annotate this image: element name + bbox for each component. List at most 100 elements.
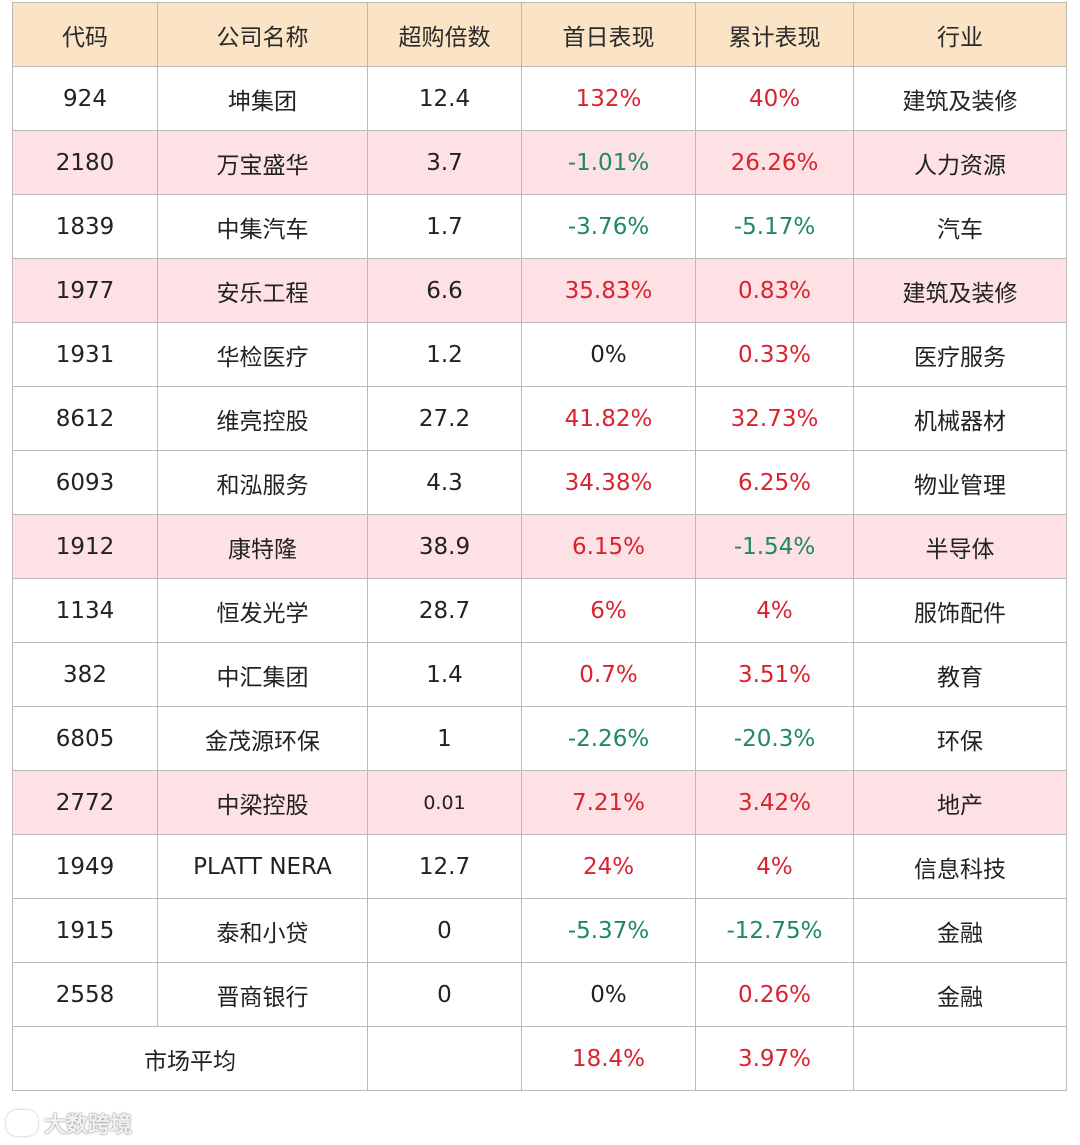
cell-industry: 服饰配件 [853,578,1067,643]
cell-code: 924 [12,66,158,131]
header-industry: 行业 [853,2,1067,67]
market-average-oversub [367,1026,522,1091]
cell-first-day: 0% [521,962,696,1027]
cell-company-name: PLATT NERA [157,834,368,899]
cell-first-day: -1.01% [521,130,696,195]
header-cumulative: 累计表现 [695,2,854,67]
cell-industry: 信息科技 [853,834,1067,899]
cell-company-name: 中汇集团 [157,642,368,707]
cell-company-name: 和泓服务 [157,450,368,515]
cell-first-day: 24% [521,834,696,899]
cell-oversubscription: 1.4 [367,642,522,707]
cell-cumulative: 4% [695,834,854,899]
cell-oversubscription: 1.7 [367,194,522,259]
cell-oversubscription: 0 [367,898,522,963]
cell-first-day: 0% [521,322,696,387]
cell-industry: 金融 [853,962,1067,1027]
cell-industry: 物业管理 [853,450,1067,515]
cell-first-day: 6.15% [521,514,696,579]
cell-oversubscription: 0.01 [367,770,522,835]
cell-company-name: 万宝盛华 [157,130,368,195]
cell-code: 382 [12,642,158,707]
cell-code: 8612 [12,386,158,451]
cell-cumulative: 26.26% [695,130,854,195]
cell-industry: 半导体 [853,514,1067,579]
cell-oversubscription: 12.7 [367,834,522,899]
watermark: 大数跨境 [6,1108,132,1138]
cell-code: 2558 [12,962,158,1027]
table-row: 2180 万宝盛华 3.7 -1.01% 26.26% 人力资源 [12,130,1067,195]
cell-cumulative: 40% [695,66,854,131]
cell-industry: 地产 [853,770,1067,835]
market-average-cumulative: 3.97% [695,1026,854,1091]
cell-code: 1134 [12,578,158,643]
cell-company-name: 坤集团 [157,66,368,131]
ipo-performance-table-wrapper: 代码 公司名称 超购倍数 首日表现 累计表现 行业 924 坤集团 12.4 132%… [12,2,1067,1091]
header-oversubscription: 超购倍数 [367,2,522,67]
table-row: 1949 PLATT NERA 12.7 24% 4% 信息科技 [12,834,1067,899]
header-company-name: 公司名称 [157,2,368,67]
cell-first-day: 0.7% [521,642,696,707]
cell-industry: 汽车 [853,194,1067,259]
cell-company-name: 金茂源环保 [157,706,368,771]
table-row: 6093 和泓服务 4.3 34.38% 6.25% 物业管理 [12,450,1067,515]
cell-company-name: 晋商银行 [157,962,368,1027]
cell-industry: 人力资源 [853,130,1067,195]
table-row: 1912 康特隆 38.9 6.15% -1.54% 半导体 [12,514,1067,579]
table-row: 8612 维亮控股 27.2 41.82% 32.73% 机械器材 [12,386,1067,451]
cell-industry: 教育 [853,642,1067,707]
cell-first-day: -2.26% [521,706,696,771]
cell-cumulative: 6.25% [695,450,854,515]
cell-company-name: 华检医疗 [157,322,368,387]
cell-company-name: 中梁控股 [157,770,368,835]
cell-industry: 机械器材 [853,386,1067,451]
cell-code: 2180 [12,130,158,195]
cell-code: 1931 [12,322,158,387]
table-row: 924 坤集团 12.4 132% 40% 建筑及装修 [12,66,1067,131]
cell-first-day: 35.83% [521,258,696,323]
cell-cumulative: -5.17% [695,194,854,259]
cell-industry: 医疗服务 [853,322,1067,387]
market-average-row: 市场平均 18.4% 3.97% [12,1026,1067,1091]
cell-company-name: 中集汽车 [157,194,368,259]
cell-first-day: 34.38% [521,450,696,515]
cell-code: 6093 [12,450,158,515]
cell-industry: 金融 [853,898,1067,963]
table-row: 6805 金茂源环保 1 -2.26% -20.3% 环保 [12,706,1067,771]
cell-company-name: 安乐工程 [157,258,368,323]
header-first-day: 首日表现 [521,2,696,67]
cell-oversubscription: 4.3 [367,450,522,515]
cell-first-day: -3.76% [521,194,696,259]
cell-first-day: 7.21% [521,770,696,835]
cell-first-day: 132% [521,66,696,131]
cell-code: 1839 [12,194,158,259]
cell-company-name: 恒发光学 [157,578,368,643]
cell-cumulative: -20.3% [695,706,854,771]
cell-oversubscription: 12.4 [367,66,522,131]
cell-oversubscription: 3.7 [367,130,522,195]
cell-oversubscription: 38.9 [367,514,522,579]
cell-oversubscription: 28.7 [367,578,522,643]
cell-code: 6805 [12,706,158,771]
cell-company-name: 康特隆 [157,514,368,579]
cell-code: 1912 [12,514,158,579]
cell-industry: 环保 [853,706,1067,771]
cell-first-day: -5.37% [521,898,696,963]
cell-industry: 建筑及装修 [853,258,1067,323]
cell-cumulative: -12.75% [695,898,854,963]
table-row: 1915 泰和小贷 0 -5.37% -12.75% 金融 [12,898,1067,963]
table-body: 924 坤集团 12.4 132% 40% 建筑及装修 2180 万宝盛华 3.7 -1.01% 2… [12,66,1067,1027]
cell-code: 2772 [12,770,158,835]
table-row: 1134 恒发光学 28.7 6% 4% 服饰配件 [12,578,1067,643]
cell-cumulative: 3.42% [695,770,854,835]
cell-code: 1915 [12,898,158,963]
cell-oversubscription: 1.2 [367,322,522,387]
cell-oversubscription: 0 [367,962,522,1027]
cell-industry: 建筑及装修 [853,66,1067,131]
ipo-performance-table: 代码 公司名称 超购倍数 首日表现 累计表现 行业 924 坤集团 12.4 132%… [12,2,1067,1091]
cell-oversubscription: 6.6 [367,258,522,323]
table-row: 1839 中集汽车 1.7 -3.76% -5.17% 汽车 [12,194,1067,259]
watermark-text: 大数跨境 [44,1113,133,1138]
cell-cumulative: 4% [695,578,854,643]
cell-cumulative: 0.33% [695,322,854,387]
